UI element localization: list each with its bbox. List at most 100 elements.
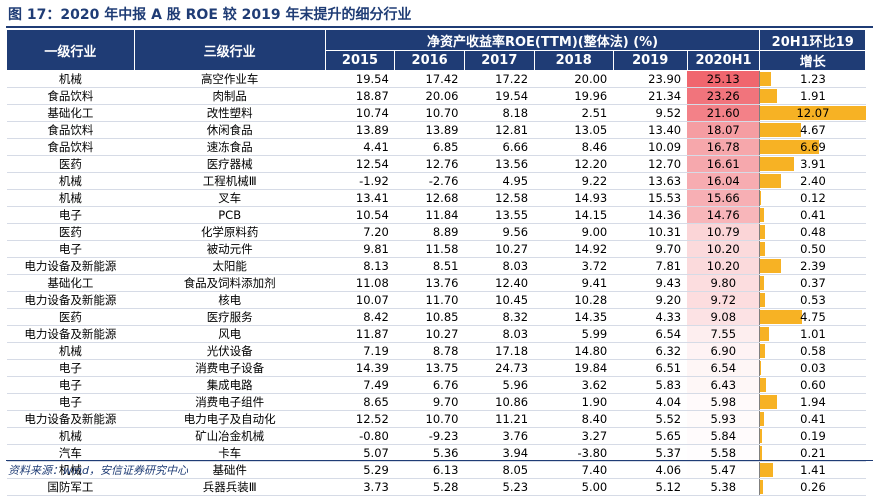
cell-level3-industry: 化学原料药 [134,224,325,241]
cell-roe-value: 13.40 [613,122,687,139]
cell-growth: 4.67 [760,122,866,139]
cell-roe-value: 7.40 [534,462,613,479]
cell-roe-value: 5.12 [613,479,687,496]
cell-roe-value: 8.46 [534,139,613,156]
cell-roe-value: 13.56 [464,156,534,173]
cell-roe-value: 13.89 [325,122,395,139]
cell-growth: 2.40 [760,173,866,190]
cell-roe-value: 10.74 [325,105,395,122]
cell-roe-value: 10.85 [395,309,465,326]
cell-roe-value: 8.89 [395,224,465,241]
cell-roe-value: 13.76 [395,275,465,292]
cell-roe-value: 7.19 [325,343,395,360]
cell-roe-value: 9.56 [464,224,534,241]
cell-roe-value: 9.20 [613,292,687,309]
cell-level1-industry: 机械 [7,173,135,190]
cell-level3-industry: 消费电子组件 [134,394,325,411]
header-year: 2017 [464,51,534,71]
cell-roe-value: 12.20 [534,156,613,173]
cell-roe-value: 10.45 [464,292,534,309]
cell-roe-value: 11.70 [395,292,465,309]
header-growth-line1: 20H1环比19 [760,30,866,51]
cell-roe-value: 10.27 [464,241,534,258]
cell-roe-value: 14.92 [534,241,613,258]
cell-level3-industry: 速冻食品 [134,139,325,156]
cell-level1-industry: 食品饮料 [7,88,135,105]
cell-roe-value: 2.51 [534,105,613,122]
cell-level3-industry: 高空作业车 [134,71,325,88]
cell-roe-value: 8.51 [395,258,465,275]
cell-roe-value: 23.90 [613,71,687,88]
cell-roe-value: 12.54 [325,156,395,173]
cell-growth: 1.91 [760,88,866,105]
growth-value: 0.53 [760,292,865,308]
growth-value: 2.40 [760,173,865,189]
cell-level3-industry: 核电 [134,292,325,309]
cell-level3-industry: 消费电子设备 [134,360,325,377]
cell-roe-value: 18.87 [325,88,395,105]
cell-roe-value: 5.36 [395,445,465,462]
growth-value: 0.41 [760,207,865,223]
header-roe-group: 净资产收益率ROE(TTM)(整体法) (%) [325,30,760,51]
cell-roe-value: 11.84 [395,207,465,224]
cell-roe-value: 8.03 [464,258,534,275]
cell-roe-value: 13.41 [325,190,395,207]
cell-roe-value: 3.76 [464,428,534,445]
cell-level3-industry: 太阳能 [134,258,325,275]
cell-roe-value: -2.76 [395,173,465,190]
cell-roe-value: 5.37 [613,445,687,462]
cell-roe-value: 12.58 [464,190,534,207]
cell-roe-value: 19.54 [464,88,534,105]
cell-roe-value: 17.18 [464,343,534,360]
cell-roe-value: 10.27 [395,326,465,343]
cell-level1-industry: 电子 [7,360,135,377]
cell-level1-industry: 电子 [7,377,135,394]
cell-roe-value: 9.00 [534,224,613,241]
growth-value: 1.91 [760,88,865,104]
cell-roe-value: 7.20 [325,224,395,241]
cell-roe-value: 6.54 [613,326,687,343]
growth-value: 1.94 [760,394,865,410]
cell-roe-2020h1: 6.90 [687,343,760,360]
cell-roe-2020h1: 21.60 [687,105,760,122]
cell-roe-value: 7.49 [325,377,395,394]
growth-value: 0.41 [760,411,865,427]
cell-roe-2020h1: 5.93 [687,411,760,428]
cell-roe-2020h1: 18.07 [687,122,760,139]
cell-level1-industry: 电子 [7,207,135,224]
header-year: 2016 [395,51,465,71]
cell-level3-industry: 集成电路 [134,377,325,394]
cell-level3-industry: 电力电子及自动化 [134,411,325,428]
cell-growth: 0.48 [760,224,866,241]
cell-level1-industry: 机械 [7,343,135,360]
cell-roe-value: 4.41 [325,139,395,156]
cell-roe-value: 12.52 [325,411,395,428]
cell-roe-value: 19.84 [534,360,613,377]
cell-level3-industry: PCB [134,207,325,224]
cell-growth: 0.19 [760,428,866,445]
roe-table: 一级行业 三级行业 净资产收益率ROE(TTM)(整体法) (%) 20H1环比… [6,29,866,496]
cell-growth: 0.60 [760,377,866,394]
cell-level3-industry: 光伏设备 [134,343,325,360]
cell-roe-value: 10.07 [325,292,395,309]
cell-roe-value: 9.70 [613,241,687,258]
cell-growth: 6.69 [760,139,866,156]
cell-level3-industry: 食品及饲料添加剂 [134,275,325,292]
cell-roe-2020h1: 7.55 [687,326,760,343]
header-year: 2015 [325,51,395,71]
cell-roe-value: 6.66 [464,139,534,156]
cell-level3-industry: 休闲食品 [134,122,325,139]
cell-roe-value: 15.53 [613,190,687,207]
header-year: 2018 [534,51,613,71]
cell-growth: 1.94 [760,394,866,411]
cell-roe-value: 13.63 [613,173,687,190]
cell-growth: 0.58 [760,343,866,360]
